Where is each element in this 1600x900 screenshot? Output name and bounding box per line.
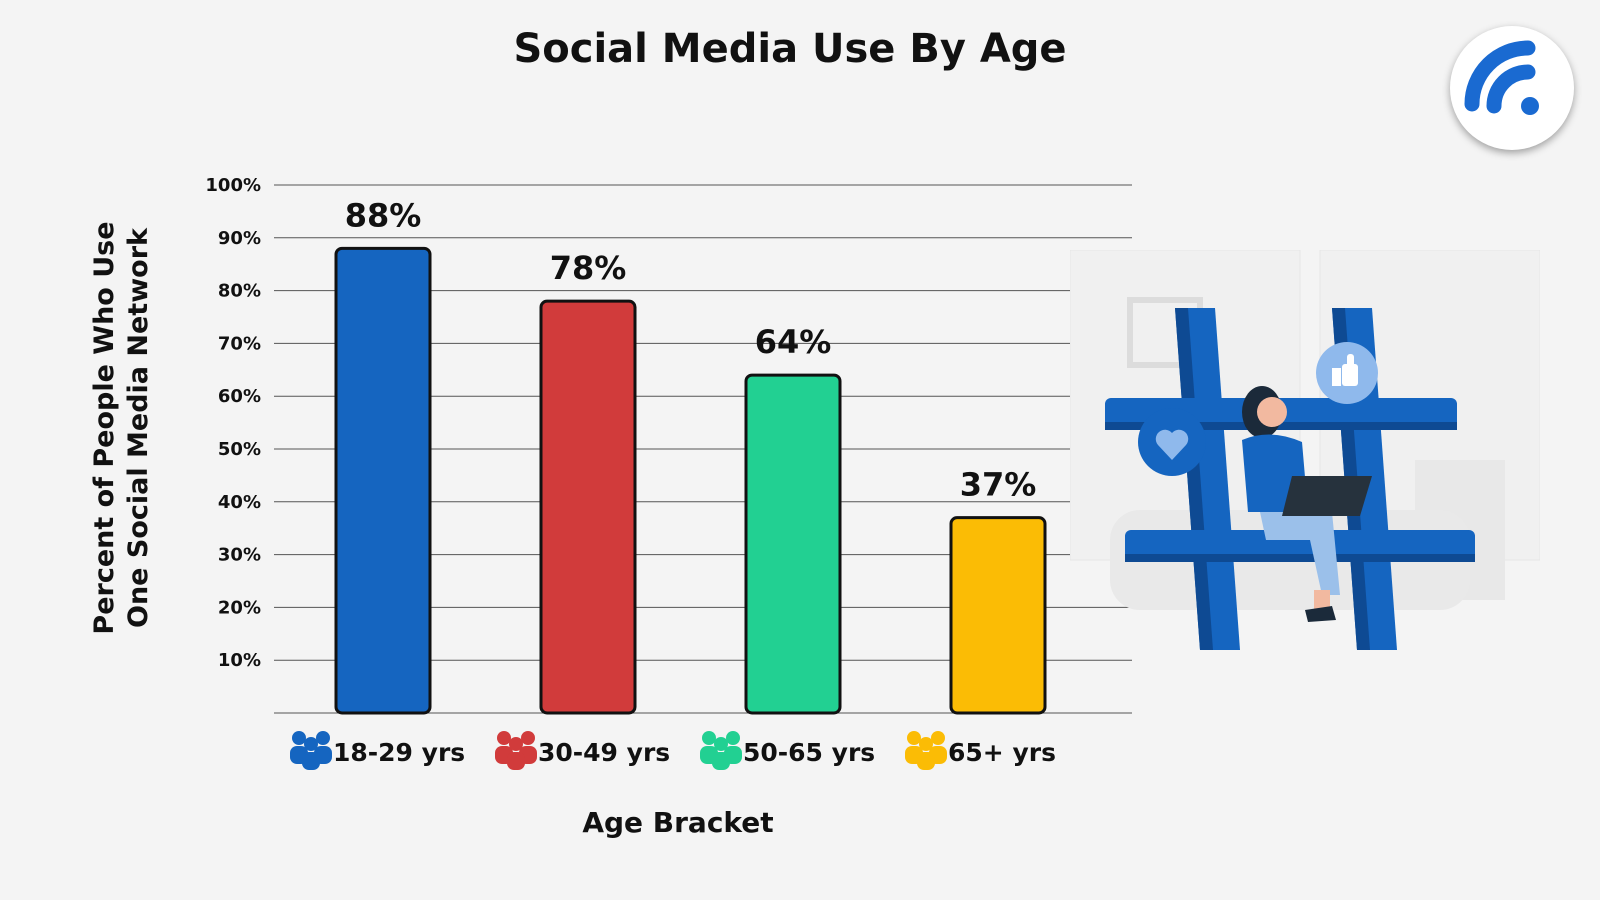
value-label: 78%	[550, 249, 627, 287]
x-axis-label: Age Bracket	[582, 806, 774, 839]
person-head	[714, 737, 728, 751]
y-tick-label: 90%	[218, 228, 261, 249]
person-body	[302, 752, 320, 770]
y-tick-label: 20%	[218, 597, 261, 618]
woman-with-laptop-on-hashtag-illustration	[1070, 250, 1540, 650]
bar	[949, 516, 1047, 715]
y-tick-label: 10%	[218, 650, 261, 671]
value-label: 88%	[345, 196, 422, 234]
y-tick-label: 80%	[218, 281, 261, 302]
bars	[334, 246, 1047, 715]
y-tick-label: 100%	[205, 175, 261, 196]
woman-figure	[1242, 386, 1372, 622]
y-tick-label: 70%	[218, 333, 261, 354]
category-label: 65+ yrs	[948, 738, 1056, 767]
value-labels: 88% 78% 64% 37%	[345, 196, 1037, 503]
y-tick-label: 50%	[218, 439, 261, 460]
group-people-icon	[495, 731, 537, 770]
person-head	[726, 731, 740, 745]
wifi-signal-icon	[1464, 40, 1539, 115]
person-body	[917, 752, 935, 770]
category-label: 50-65 yrs	[743, 738, 875, 767]
bar	[744, 373, 842, 715]
person-body	[507, 752, 525, 770]
category-label: 18-29 yrs	[333, 738, 465, 767]
category-label: 30-49 yrs	[538, 738, 670, 767]
bar	[334, 246, 432, 715]
thumbs-up-bubble-icon	[1316, 342, 1378, 404]
y-tick-label: 60%	[218, 386, 261, 407]
person-head	[919, 737, 933, 751]
group-people-icon	[905, 731, 947, 770]
person-head	[497, 731, 511, 745]
person-head	[931, 731, 945, 745]
person-head	[509, 737, 523, 751]
value-label: 37%	[960, 466, 1037, 504]
person-body	[712, 752, 730, 770]
person-head	[316, 731, 330, 745]
group-people-icon	[700, 731, 742, 770]
category-labels: 18-29 yrs 30-49 yrs 50-65 yrs 65+ yrs	[290, 731, 1056, 770]
brand-logo	[1450, 26, 1574, 150]
y-tick-labels: 10% 20% 30% 40% 50% 60% 70% 80% 90% 100%	[205, 175, 261, 671]
group-people-icon	[290, 731, 332, 770]
value-label: 64%	[755, 323, 832, 361]
person-head	[521, 731, 535, 745]
y-tick-label: 30%	[218, 545, 261, 566]
chart-title: Social Media Use By Age	[513, 26, 1067, 72]
person-head	[292, 731, 306, 745]
bar	[539, 299, 637, 715]
heart-bubble-icon	[1138, 408, 1206, 476]
person-head	[907, 731, 921, 745]
person-head	[702, 731, 716, 745]
y-tick-label: 40%	[218, 492, 261, 513]
person-head	[304, 737, 318, 751]
